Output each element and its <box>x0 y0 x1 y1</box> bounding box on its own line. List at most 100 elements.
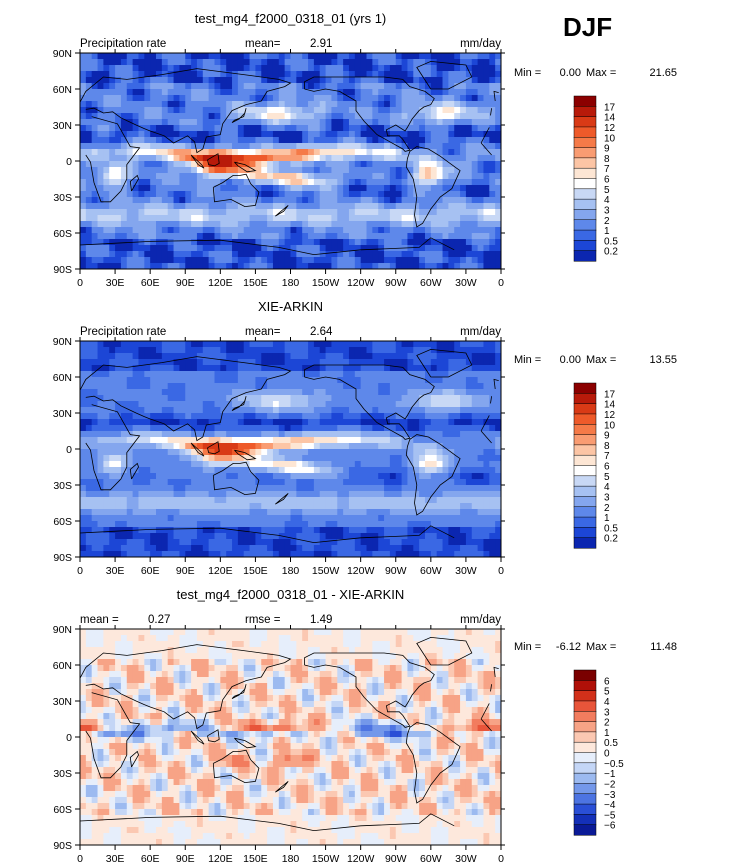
colorbar-label: 4 <box>604 482 610 493</box>
colorbar-label: 5 <box>604 687 610 698</box>
colorbar-label: 1 <box>604 226 610 237</box>
colorbar-label: 10 <box>604 133 616 144</box>
colorbar-label: 7 <box>604 451 610 462</box>
x-tick-label: 150E <box>243 853 268 865</box>
colorbar-swatch <box>573 424 597 436</box>
x-tick-label: 30W <box>455 277 477 289</box>
x-tick-label: 30E <box>106 853 125 865</box>
x-tick-label: 0 <box>498 565 504 577</box>
x-tick-label: 90W <box>385 277 407 289</box>
units-label: mm/day <box>460 614 501 626</box>
colorbar-swatch <box>573 762 597 774</box>
x-tick-label: 120E <box>208 565 233 577</box>
season-label: DJF <box>563 12 613 42</box>
colorbar-swatch <box>573 126 597 138</box>
panel-title: XIE-ARKIN <box>258 299 323 314</box>
colorbar-swatch <box>573 240 597 252</box>
colorbar-label: 8 <box>604 441 610 452</box>
panel-title: test_mg4_f2000_0318_01 (yrs 1) <box>195 11 387 26</box>
y-tick-label: 30S <box>53 480 72 492</box>
y-tick-label: 90N <box>53 336 72 348</box>
colorbar-swatch <box>573 219 597 231</box>
colorbar-swatch <box>573 382 597 394</box>
coastlines <box>79 348 499 544</box>
y-tick-label: 90N <box>53 624 72 636</box>
x-tick-label: 90E <box>176 277 195 289</box>
colorbar-swatch <box>573 783 597 795</box>
x-tick-label: 0 <box>77 853 83 865</box>
colorbar-label: 1 <box>604 728 610 739</box>
mean-value: 0.27 <box>148 614 170 626</box>
colorbar-label: 0.2 <box>604 534 618 545</box>
x-tick-label: 150W <box>312 277 340 289</box>
colorbar-label: 0.5 <box>604 523 618 534</box>
colorbar-swatch <box>573 188 597 200</box>
colorbar-swatch <box>573 690 597 702</box>
y-tick-label: 30N <box>53 408 72 420</box>
x-tick-label: 150E <box>243 277 268 289</box>
colorbar-label: 17 <box>604 389 616 400</box>
stat-label: mean= <box>245 326 281 338</box>
x-tick-label: 60W <box>420 853 442 865</box>
coastlines <box>79 60 499 256</box>
colorbar-label: 12 <box>604 123 616 134</box>
colorbar-label: 12 <box>604 410 616 421</box>
min-label: Min = <box>514 67 541 79</box>
colorbar-swatch <box>573 793 597 805</box>
colorbar-swatch <box>573 824 597 836</box>
units-label: mm/day <box>460 38 501 50</box>
colorbar-swatch <box>573 106 597 118</box>
y-tick-label: 90N <box>53 48 72 60</box>
x-tick-label: 120W <box>347 277 375 289</box>
min-value: -6.12 <box>556 641 581 653</box>
colorbar-swatch <box>573 413 597 425</box>
min-label: Min = <box>514 354 541 366</box>
colorbar-label: 6 <box>604 175 610 186</box>
y-tick-label: 90S <box>53 552 72 564</box>
x-tick-label: 60E <box>141 853 160 865</box>
variable-label: Precipitation rate <box>80 326 166 338</box>
colorbar-swatch <box>573 669 597 681</box>
colorbar-swatch <box>573 814 597 826</box>
colorbar-label: 5 <box>604 472 610 483</box>
colorbar-label: 4 <box>604 697 610 708</box>
max-value: 21.65 <box>649 67 677 79</box>
precip-field <box>80 629 502 846</box>
colorbar-label: 17 <box>604 102 616 113</box>
x-tick-label: 150W <box>312 853 340 865</box>
stat-label: mean= <box>245 38 281 50</box>
y-tick-label: 0 <box>66 444 72 456</box>
x-tick-label: 0 <box>77 565 83 577</box>
colorbar-swatch <box>573 731 597 743</box>
colorbar-swatch <box>573 444 597 456</box>
colorbar-label: −3 <box>604 790 616 801</box>
colorbar-label: 0.2 <box>604 247 618 258</box>
max-label: Max = <box>586 641 616 653</box>
x-tick-label: 180 <box>282 277 300 289</box>
stat-value: 1.49 <box>310 614 332 626</box>
stat-label: rmse = <box>245 614 281 626</box>
colorbar-label: 2 <box>604 718 610 729</box>
colorbar-swatch <box>573 465 597 477</box>
colorbar-label: 9 <box>604 431 610 442</box>
colorbar-label: −6 <box>604 821 616 832</box>
x-tick-label: 90W <box>385 565 407 577</box>
variable-label: Precipitation rate <box>80 38 166 50</box>
y-tick-label: 60S <box>53 228 72 240</box>
colorbar-swatch <box>573 772 597 784</box>
x-tick-label: 150E <box>243 565 268 577</box>
x-tick-label: 30W <box>455 565 477 577</box>
colorbar-swatch <box>573 700 597 712</box>
min-value: 0.00 <box>560 354 581 366</box>
colorbar-swatch <box>573 527 597 539</box>
colorbar-swatch <box>573 680 597 692</box>
y-tick-label: 60N <box>53 660 72 672</box>
map-panel-2: XIE-ARKIN Precipitation rate mean= 2.64 mm/d… <box>53 299 677 577</box>
colorbar-label: 3 <box>604 492 610 503</box>
colorbar-swatch <box>573 434 597 446</box>
colorbar-label: −4 <box>604 800 616 811</box>
colorbar-label: 14 <box>604 400 616 411</box>
colorbar-swatch <box>573 711 597 723</box>
